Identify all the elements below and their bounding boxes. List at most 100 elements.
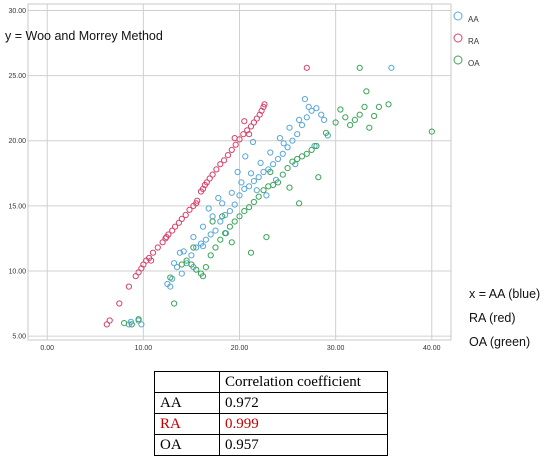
table-cell-label: AA (154, 392, 220, 414)
point-aa (171, 260, 178, 267)
point-oa (255, 193, 262, 200)
point-oa (284, 165, 291, 172)
point-aa (263, 192, 270, 199)
point-aa (199, 243, 207, 250)
point-oa (385, 101, 392, 108)
x-tick-label: 20.00 (231, 345, 249, 352)
point-oa (246, 204, 253, 211)
y-tick-label: 20.00 (8, 138, 26, 145)
point-oa (298, 153, 306, 160)
point-oa (199, 273, 207, 280)
point-ra (172, 223, 179, 230)
point-aa (270, 161, 277, 168)
point-ra (163, 234, 170, 241)
point-aa (257, 159, 264, 166)
point-aa (286, 124, 293, 131)
y-tick-label: 15.00 (8, 203, 26, 210)
data-points (103, 64, 435, 328)
point-oa (135, 316, 142, 323)
point-aa (127, 318, 134, 325)
point-aa (260, 168, 267, 176)
point-oa (363, 88, 370, 95)
point-aa (279, 150, 286, 157)
point-aa (298, 122, 306, 129)
y-tick-label: 5.00 (12, 334, 26, 341)
point-oa (183, 257, 190, 264)
point-oa (322, 129, 330, 136)
point-oa (212, 244, 219, 251)
point-oa (217, 236, 224, 243)
point-oa (347, 122, 354, 129)
point-oa (219, 213, 226, 220)
point-aa (199, 223, 207, 230)
table-cell-value: 0.999 (219, 413, 388, 435)
point-aa (274, 155, 282, 163)
point-oa (267, 168, 274, 176)
point-oa (260, 187, 267, 194)
point-ra (250, 119, 257, 126)
point-oa (121, 320, 128, 327)
point-oa (371, 112, 378, 120)
x-tick-labels: 0.00 10.00 20.00 30.00 40.00 (40, 345, 440, 352)
plot-frame (27, 3, 452, 341)
point-oa (193, 266, 200, 273)
point-aa (236, 192, 243, 199)
point-aa (253, 187, 260, 194)
legend-marker-ra (453, 33, 463, 43)
point-ra (206, 175, 213, 182)
point-oa (274, 179, 282, 186)
x-axis-label-line-1: x = AA (blue) (469, 287, 541, 301)
point-ra (261, 101, 268, 108)
point-aa (284, 144, 291, 151)
point-oa (228, 239, 235, 246)
point-ra (162, 235, 169, 242)
point-ra (154, 244, 161, 251)
point-aa (215, 194, 222, 202)
point-aa (226, 208, 233, 215)
point-oa (207, 252, 214, 259)
table-row: OA 0.957 (154, 434, 388, 456)
x-tick-label: 30.00 (327, 345, 345, 352)
point-aa (276, 135, 283, 142)
point-aa (242, 153, 249, 160)
point-ra (217, 161, 224, 168)
y-axis-label: y = Woo and Morrey Method (5, 29, 163, 43)
point-aa (250, 178, 257, 185)
legend: AA RA OA (453, 11, 480, 68)
point-oa (375, 103, 382, 111)
point-aa (289, 137, 296, 144)
point-ra (240, 131, 247, 138)
point-ra (228, 146, 235, 153)
point-aa (222, 211, 229, 219)
x-axis-label-line-2: RA (red) (469, 311, 516, 325)
point-ra (178, 215, 185, 222)
point-oa (428, 128, 435, 135)
point-oa (286, 184, 293, 191)
legend-label: OA (468, 59, 480, 68)
point-oa (289, 158, 296, 165)
plot-grid (28, 4, 451, 340)
point-aa (228, 189, 235, 196)
point-aa (303, 114, 310, 121)
point-aa (190, 234, 197, 241)
y-tick-label: 25.00 (8, 73, 26, 80)
point-aa (173, 264, 181, 271)
point-aa (247, 170, 255, 177)
point-aa (180, 248, 187, 255)
point-oa (308, 146, 315, 153)
point-ra (182, 211, 189, 219)
point-aa (318, 111, 325, 118)
x-tick-label: 10.00 (135, 345, 153, 352)
table-cell-value: 0.957 (219, 434, 388, 456)
point-oa (279, 171, 286, 178)
point-ra (224, 152, 232, 159)
point-aa (321, 116, 328, 124)
point-aa (296, 116, 303, 124)
legend-label: RA (468, 37, 480, 46)
x-tick-label: 0.00 (40, 345, 54, 352)
point-ra (106, 317, 113, 324)
point-aa (305, 103, 312, 111)
point-ra (103, 321, 110, 328)
point-ra (149, 249, 157, 256)
point-oa (351, 116, 358, 124)
